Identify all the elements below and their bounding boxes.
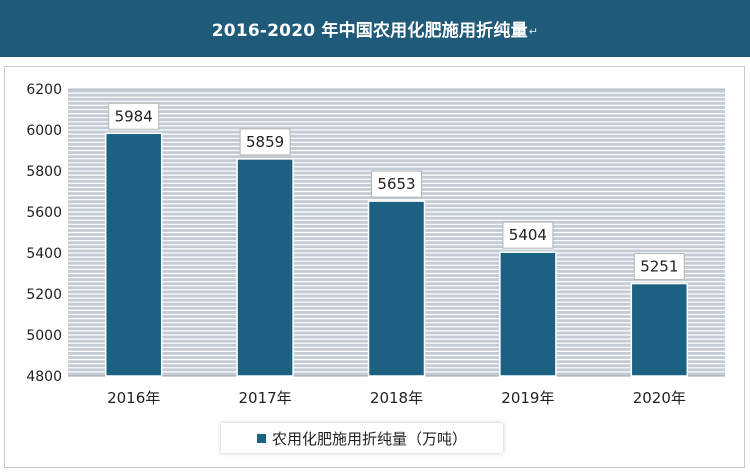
y-tick-label: 5200 — [26, 287, 62, 303]
y-tick-label: 6200 — [26, 82, 62, 98]
x-tick-label: 2017年 — [239, 389, 292, 407]
data-label-box — [502, 221, 554, 249]
data-label: 5404 — [509, 226, 547, 244]
data-label: 5859 — [246, 133, 284, 151]
chart-frame: 4800 5000 5200 5400 5600 5800 6000 6200 5984 2016… — [4, 66, 745, 468]
data-label-box — [108, 102, 160, 130]
bar — [236, 158, 294, 377]
bar — [499, 251, 557, 377]
y-tick-label: 5000 — [26, 328, 62, 344]
chart-title-bar: 2016-2020 年中国农用化肥施用折纯量 ↵ — [0, 0, 750, 57]
data-label-box — [371, 170, 422, 198]
y-tick-label: 5800 — [26, 164, 62, 180]
legend-label: 农用化肥施用折纯量（万吨） — [271, 429, 467, 448]
legend-swatch — [256, 433, 266, 443]
data-label-box — [239, 128, 291, 156]
x-tick-label: 2020年 — [633, 389, 686, 407]
x-tick-label: 2019年 — [501, 389, 554, 407]
y-tick-label: 5600 — [26, 205, 62, 221]
y-tick-label: 6000 — [26, 123, 62, 139]
bar-chart: 4800 5000 5200 5400 5600 5800 6000 6200 5984 2016… — [26, 82, 725, 407]
bar — [367, 200, 426, 377]
bar — [104, 132, 163, 377]
x-tick-label: 2016年 — [107, 389, 160, 407]
y-tick-label: 5400 — [26, 246, 62, 262]
data-label: 5984 — [115, 107, 153, 125]
legend: 农用化肥施用折纯量（万吨） — [221, 423, 503, 453]
data-label: 5251 — [640, 258, 678, 276]
y-tick-label: 4800 — [26, 369, 62, 385]
data-label: 5653 — [377, 175, 415, 193]
bar — [630, 282, 689, 377]
data-label-box — [633, 253, 685, 281]
x-tick-label: 2018年 — [370, 389, 423, 407]
chart-title: 2016-2020 年中国农用化肥施用折纯量 — [211, 21, 528, 41]
return-mark-icon: ↵ — [528, 25, 539, 38]
